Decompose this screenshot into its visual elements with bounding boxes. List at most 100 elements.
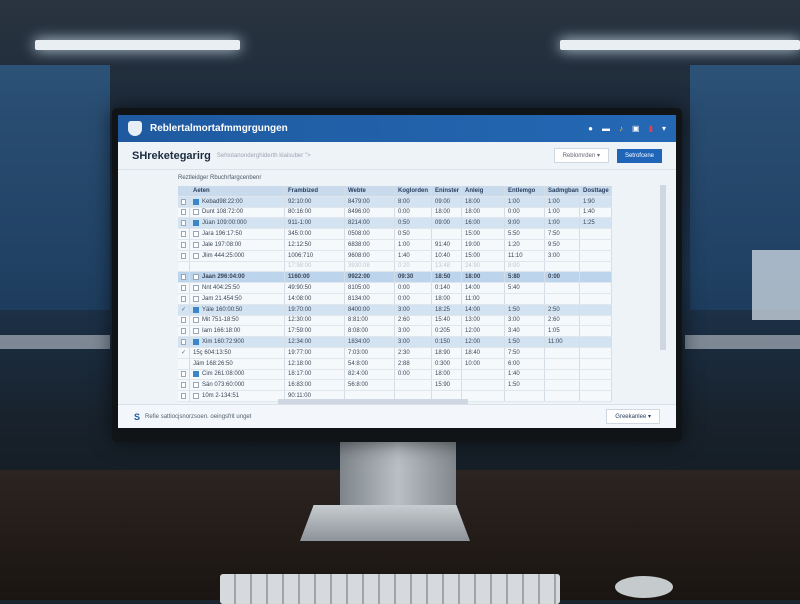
table-row[interactable]: Kebad98:22:00 92:10:00 8479:00 8:00 09:00 18:… bbox=[178, 196, 612, 208]
table-row[interactable]: Mit 751-18:50 12:30:00 8:81:00 2:60 15:40 13:… bbox=[178, 315, 612, 327]
cell-text: 3:00 bbox=[548, 252, 560, 259]
row-value-cell: 18:40 bbox=[462, 347, 505, 358]
table-row[interactable]: Jäm 168:26:50 12:18:00 54:8:00 2:88 0:300 10:… bbox=[178, 358, 612, 370]
row-value-cell bbox=[580, 380, 612, 391]
row-value-cell bbox=[545, 293, 580, 304]
row-checkbox[interactable] bbox=[181, 339, 186, 346]
cell-text: 9922:00 bbox=[348, 274, 371, 281]
row-checkbox[interactable]: ✓ bbox=[181, 349, 187, 356]
cell-text: 24:90 bbox=[465, 263, 481, 270]
cell-text: 18:00 bbox=[465, 274, 481, 281]
footer-button[interactable]: Greekanlee ▾ bbox=[606, 409, 660, 424]
column-header[interactable]: Anleig bbox=[462, 186, 505, 196]
table-row[interactable]: ✓ Yäle 160:00:50 19:70:00 8400:00 3:00 18:25 1… bbox=[178, 304, 612, 316]
table-row[interactable]: Xim 160:72:900 12:34:00 1834:00 3:00 0:150 12… bbox=[178, 337, 612, 348]
row-value-cell bbox=[545, 380, 580, 391]
row-checkbox-cell bbox=[178, 229, 190, 239]
table-header: Aeten Frambized Webte Koglorden Eninster Anle… bbox=[178, 186, 612, 197]
row-value-cell bbox=[580, 326, 612, 337]
cell-text: 0:20 bbox=[398, 263, 410, 270]
row-value-cell: 7:50 bbox=[545, 229, 580, 239]
table-row[interactable]: 17:98:00 3930:08 0:20 13:48 24:90 8:00 bbox=[178, 261, 612, 273]
cell-text: 5:40 bbox=[508, 285, 520, 292]
cell-text: 0:00 bbox=[398, 295, 410, 302]
shield-logo-icon bbox=[128, 121, 142, 136]
row-checkbox[interactable] bbox=[181, 328, 186, 335]
status-logo-icon: S bbox=[134, 411, 141, 422]
row-checkbox[interactable] bbox=[181, 382, 186, 389]
cell-text: 10:00 bbox=[465, 360, 481, 367]
cell-text: 1006:710 bbox=[288, 252, 314, 259]
table-row[interactable]: Dunt 108:72:00 80:16:00 8496:00 0:00 18:00 18… bbox=[178, 207, 612, 219]
cell-text: 0:00 bbox=[508, 209, 520, 216]
column-header[interactable]: Entlemgo bbox=[505, 186, 545, 196]
row-checkbox[interactable] bbox=[181, 220, 186, 227]
table-row[interactable]: Jüan 109:00:000 911-1:00 8214:00 0:50 09:00 1… bbox=[178, 218, 612, 230]
column-header[interactable]: Webte bbox=[345, 186, 395, 196]
column-header[interactable]: Dosttage bbox=[580, 186, 612, 196]
column-header[interactable]: Aeten bbox=[190, 186, 285, 196]
cell-text: 14:08:00 bbox=[288, 295, 312, 302]
row-value-cell: 1:25 bbox=[580, 218, 612, 229]
row-checkbox[interactable] bbox=[181, 252, 186, 259]
row-value-cell: 15:40 bbox=[432, 315, 462, 326]
column-header[interactable]: Frambized bbox=[285, 186, 345, 196]
row-value-cell: 2:60 bbox=[395, 315, 432, 326]
table-row[interactable]: Jlim 444:25:000 1006:710 9608:00 1:40 10:40 1… bbox=[178, 250, 612, 262]
cell-text: 8496:00 bbox=[348, 209, 370, 216]
table-row[interactable]: Nnt 404:25:50 49:90:50 8105:00 0:00 0:140 14:… bbox=[178, 283, 612, 294]
row-status-icon bbox=[193, 393, 199, 400]
row-checkbox[interactable] bbox=[181, 274, 186, 281]
row-checkbox[interactable] bbox=[181, 285, 186, 292]
table-row[interactable]: Jaan 296:04:00 1160:00 9922:00 09:30 18:50 18… bbox=[178, 272, 612, 284]
row-value-cell: 2:88 bbox=[395, 358, 432, 369]
row-checkbox-cell bbox=[178, 239, 190, 250]
user-menu-icon[interactable]: ▾ bbox=[661, 124, 666, 133]
horizontal-scrollbar[interactable] bbox=[278, 399, 468, 404]
row-checkbox[interactable] bbox=[181, 198, 186, 205]
camera-icon[interactable]: ▬ bbox=[602, 124, 611, 133]
cell-text: 18:00 bbox=[435, 371, 451, 378]
bell-icon[interactable]: ♪ bbox=[619, 124, 624, 133]
alert-icon[interactable]: ▮ bbox=[648, 124, 653, 133]
filter-select[interactable]: Reblomrden ▾ bbox=[553, 148, 609, 163]
vertical-scrollbar[interactable] bbox=[660, 185, 666, 350]
breadcrumb[interactable]: Sehiotanonderghiderth klaisuber "> bbox=[216, 152, 311, 159]
row-checkbox[interactable] bbox=[181, 209, 186, 216]
cell-text: 8400:00 bbox=[348, 306, 370, 313]
row-value-cell: 0:00 bbox=[395, 283, 432, 293]
table-row[interactable]: Jam 21.454:50 14:08:00 8134:00 0:00 18:00 11:… bbox=[178, 293, 612, 305]
row-value-cell: 8:81:00 bbox=[345, 315, 395, 326]
cell-text: 3:00 bbox=[398, 306, 410, 313]
cell-text: 11:00 bbox=[548, 339, 563, 346]
row-value-cell: 9:50 bbox=[545, 239, 580, 250]
row-checkbox[interactable] bbox=[181, 317, 186, 324]
cell-text: 8:00 bbox=[508, 263, 520, 270]
column-header[interactable]: Sadmgbans bbox=[545, 186, 580, 196]
table-row[interactable]: Cim 261:08:000 18:17:00 82:4:00 0:00 18:00 1:… bbox=[178, 369, 612, 381]
row-value-cell: 18:00 bbox=[432, 207, 462, 218]
primary-button[interactable]: Setrofcene bbox=[616, 148, 662, 163]
table-row[interactable]: Iam 166:18:00 17:59:00 8:08:00 3:00 0:205 12:… bbox=[178, 326, 612, 338]
row-checkbox[interactable] bbox=[181, 393, 186, 400]
chat-icon[interactable]: ● bbox=[588, 124, 594, 133]
row-checkbox[interactable] bbox=[181, 371, 186, 378]
table-row[interactable]: Jara 196:17:50 345:0:00 0508:00 0:50 15:00 5:… bbox=[178, 229, 612, 240]
row-checkbox[interactable] bbox=[181, 295, 186, 302]
row-value-cell: 1:50 bbox=[505, 337, 545, 347]
row-checkbox[interactable] bbox=[181, 231, 186, 238]
row-value-cell: 14:00 bbox=[462, 304, 505, 315]
row-checkbox[interactable] bbox=[181, 241, 186, 248]
save-icon[interactable]: ▣ bbox=[632, 124, 640, 133]
cell-text: 0508:00 bbox=[348, 231, 370, 238]
row-name-cell: Jlim 444:25:000 bbox=[190, 250, 285, 261]
column-header[interactable]: Koglorden bbox=[395, 186, 432, 196]
row-name-cell: Dunt 108:72:00 bbox=[190, 207, 285, 218]
table-row[interactable]: Sän 073:60:000 16:83:00 56:8:00 15:90 1:50 bbox=[178, 380, 612, 392]
row-value-cell: 8214:00 bbox=[345, 218, 395, 229]
table-row[interactable]: ✓ 15ç 604:13:50 19:77:00 7:03:00 2:30 18:90 18… bbox=[178, 347, 612, 359]
column-header[interactable]: Eninster bbox=[432, 186, 462, 196]
cell-text: 3:00 bbox=[398, 339, 410, 346]
table-row[interactable]: Jale 197:08:00 12:12:50 6838:00 1:00 91:40 19… bbox=[178, 239, 612, 251]
row-checkbox[interactable]: ✓ bbox=[181, 306, 187, 313]
